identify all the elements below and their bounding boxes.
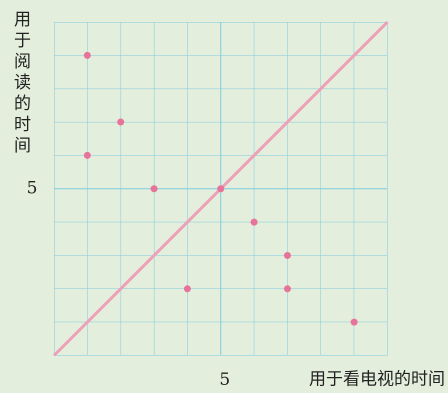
point — [117, 118, 125, 126]
point — [250, 218, 258, 226]
point — [217, 185, 225, 193]
y-axis-label: 用于阅读的时间 — [10, 10, 31, 157]
x-tick-label: 5 — [219, 370, 230, 390]
point — [283, 251, 291, 259]
point — [83, 51, 91, 59]
point — [350, 318, 358, 326]
y-tick-label: 5 — [27, 178, 38, 198]
point — [283, 285, 291, 293]
x-axis-label: 用于看电视的时间 — [309, 370, 445, 390]
point — [83, 151, 91, 159]
point — [183, 285, 191, 293]
point — [150, 185, 158, 193]
